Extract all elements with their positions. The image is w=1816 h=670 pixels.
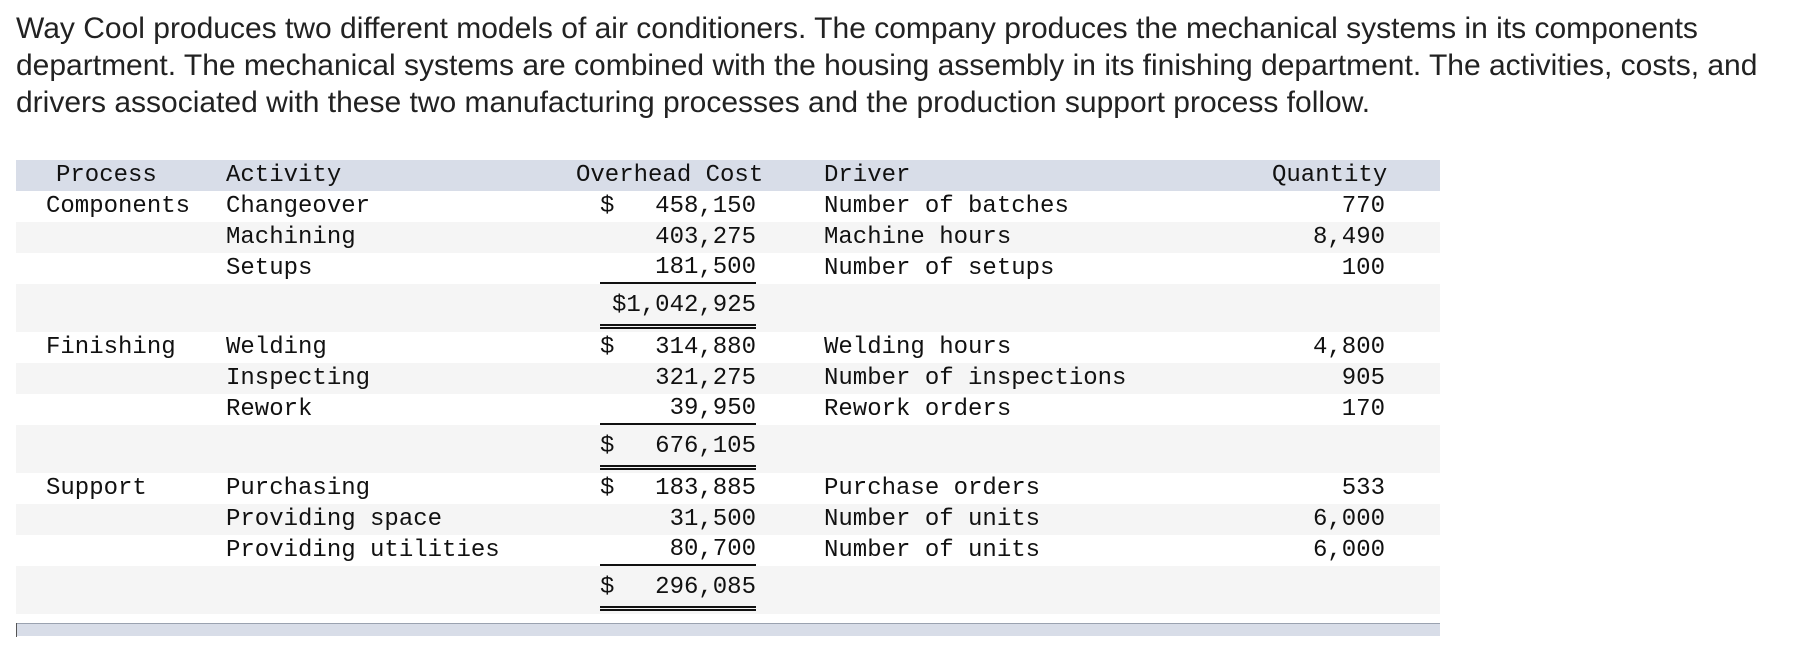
subtotal-row: $ 676,105 xyxy=(16,425,1440,473)
quantity-value: 8,490 xyxy=(1312,224,1385,251)
process-name: Support xyxy=(46,475,147,502)
table-footer-bar xyxy=(16,623,1440,636)
table-row: Inspecting 321,275 Number of inspections… xyxy=(16,363,1440,394)
driver-name: Number of units xyxy=(824,506,1041,533)
header-driver: Driver xyxy=(824,162,911,189)
table-row: Machining 403,275 Machine hours 8,490 xyxy=(16,222,1440,253)
overhead-cost-value: 183,885 xyxy=(655,475,756,502)
table-row: Setups 181,500 Number of setups 100 xyxy=(16,253,1440,284)
quantity-value: 170 xyxy=(1341,396,1385,423)
driver-name: Number of setups xyxy=(824,255,1055,282)
quantity-value: 4,800 xyxy=(1312,334,1385,361)
driver-name: Number of inspections xyxy=(824,365,1127,392)
activity-name: Setups xyxy=(226,255,313,282)
subtotal-value: $1,042,925 xyxy=(600,288,756,329)
table-row: Finishing Welding $ 314,880 Welding hour… xyxy=(16,332,1440,363)
overhead-cost-value: 314,880 xyxy=(655,334,756,361)
table-row: Providing space 31,500 Number of units 6… xyxy=(16,504,1440,535)
driver-name: Machine hours xyxy=(824,224,1012,251)
table-row: Rework 39,950 Rework orders 170 xyxy=(16,394,1440,425)
overhead-cost-value: 181,500 xyxy=(600,254,756,284)
activity-name: Machining xyxy=(226,224,356,251)
header-process: Process xyxy=(56,162,157,189)
overhead-cost-table: Process Activity Overhead Cost Driver Qu… xyxy=(16,160,1440,614)
header-quantity: Quantity xyxy=(1272,162,1388,189)
table-header-row: Process Activity Overhead Cost Driver Qu… xyxy=(16,160,1440,191)
overhead-cost-value: 321,275 xyxy=(655,365,756,392)
dollar-sign: $ xyxy=(600,433,615,460)
overhead-cost-value: 458,150 xyxy=(655,193,756,220)
process-name: Components xyxy=(46,193,191,220)
driver-name: Welding hours xyxy=(824,334,1012,361)
activity-name: Providing utilities xyxy=(226,537,500,564)
driver-name: Rework orders xyxy=(824,396,1012,423)
activity-name: Purchasing xyxy=(226,475,371,502)
activity-name: Inspecting xyxy=(226,365,371,392)
overhead-cost-value: 403,275 xyxy=(655,224,756,251)
table-row: Support Purchasing $ 183,885 Purchase or… xyxy=(16,473,1440,504)
header-overhead-cost: Overhead Cost xyxy=(576,162,764,189)
table-footer-tick xyxy=(16,623,17,637)
header-activity: Activity xyxy=(226,162,342,189)
table-row: Components Changeover $ 458,150 Number o… xyxy=(16,191,1440,222)
activity-name: Rework xyxy=(226,396,313,423)
subtotal-value: 676,105 xyxy=(600,429,756,470)
dollar-sign: $ xyxy=(600,574,615,601)
quantity-value: 6,000 xyxy=(1312,537,1385,564)
problem-intro-text: Way Cool produces two different models o… xyxy=(16,12,1758,119)
driver-name: Number of batches xyxy=(824,193,1069,220)
driver-name: Purchase orders xyxy=(824,475,1041,502)
table-row: Providing utilities 80,700 Number of uni… xyxy=(16,535,1440,566)
subtotal-row: $ 296,085 xyxy=(16,566,1440,614)
process-name: Finishing xyxy=(46,334,176,361)
dollar-sign: $ xyxy=(600,475,615,502)
overhead-cost-value: 39,950 xyxy=(600,395,756,425)
driver-name: Number of units xyxy=(824,537,1041,564)
activity-name: Changeover xyxy=(226,193,371,220)
overhead-cost-value: 31,500 xyxy=(669,506,756,533)
activity-name: Providing space xyxy=(226,506,443,533)
quantity-value: 905 xyxy=(1341,365,1385,392)
quantity-value: 6,000 xyxy=(1312,506,1385,533)
subtotal-row: $1,042,925 xyxy=(16,284,1440,332)
quantity-value: 770 xyxy=(1341,193,1385,220)
subtotal-value: 296,085 xyxy=(600,570,756,611)
activity-name: Welding xyxy=(226,334,327,361)
dollar-sign: $ xyxy=(600,334,615,361)
quantity-value: 100 xyxy=(1341,255,1385,282)
dollar-sign: $ xyxy=(600,193,615,220)
overhead-cost-value: 80,700 xyxy=(600,536,756,566)
quantity-value: 533 xyxy=(1341,475,1385,502)
